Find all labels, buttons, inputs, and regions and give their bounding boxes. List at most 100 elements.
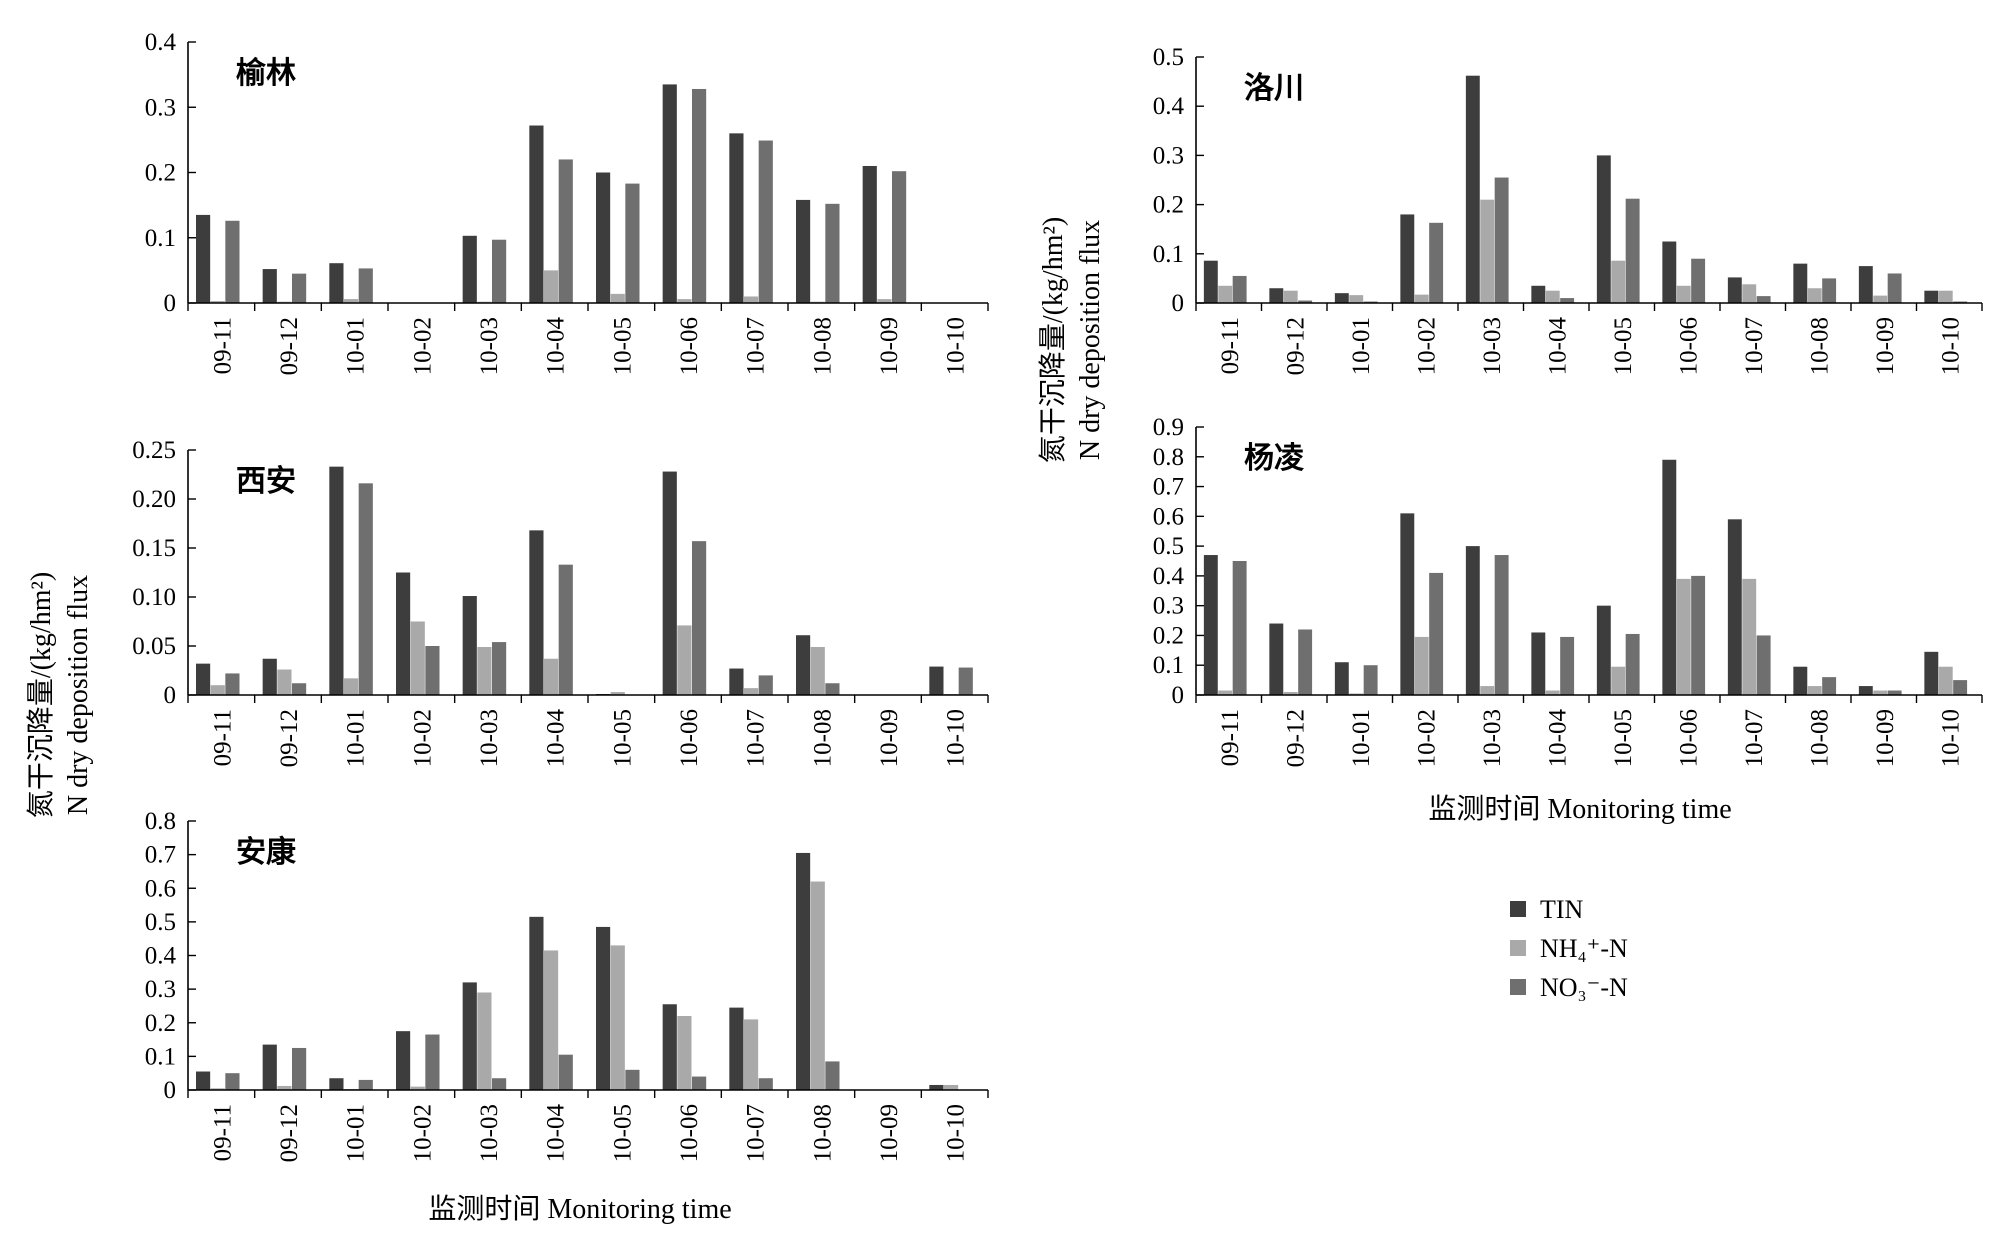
bar-tin-10-02 (1400, 513, 1415, 695)
chart-panel-3: 西安 0 0.05 0.10 0.15 0.20 0.25 09-11 09-12 10-01 10… (132, 437, 989, 767)
y-tick-label: 0 (1172, 290, 1185, 317)
x-tick-label-10-03: 10-03 (1479, 709, 1506, 767)
legend-swatch-nh4 (1510, 940, 1526, 956)
bar-no3-10-06 (692, 1076, 707, 1090)
bar-no3-09-11 (1232, 561, 1247, 695)
x-tick-label-10-01: 10-01 (343, 709, 370, 767)
y-tick-label: 0.8 (1153, 444, 1184, 471)
bar-tin-10-06 (1662, 459, 1677, 695)
panel-title: 杨凌 (1244, 442, 1305, 475)
bar-tin-10-07 (729, 133, 744, 303)
x-tick-label-10-04: 10-04 (543, 1104, 570, 1163)
bar-tin-10-07 (729, 668, 744, 695)
x-tick-label-10-10: 10-10 (943, 1104, 970, 1162)
bar-no3-10-02 (425, 1034, 440, 1090)
bar-tin-10-08 (1793, 263, 1808, 303)
bar-nh4-10-02 (1414, 636, 1429, 695)
x-tick-label-10-02: 10-02 (409, 709, 436, 767)
x-tick-label-10-09: 10-09 (1872, 709, 1899, 767)
y-tick-label: 0.1 (145, 1043, 176, 1070)
legend-label-no3: NO₃⁻-N (1540, 973, 1628, 1002)
bar-no3-10-07 (758, 140, 773, 303)
y-tick-label: 0.4 (145, 943, 177, 970)
y-tick-label: 0.8 (145, 808, 176, 835)
bar-tin-10-02 (396, 1031, 411, 1090)
bar-tin-09-12 (1269, 288, 1284, 303)
bar-tin-10-01 (329, 466, 344, 695)
x-tick-label-10-01: 10-01 (1348, 709, 1375, 767)
bar-nh4-10-06 (677, 299, 692, 303)
bar-nh4-10-10 (1938, 666, 1953, 695)
bar-tin-10-09 (862, 165, 877, 303)
bar-nh4-10-07 (744, 296, 759, 303)
x-tick-label-09-11: 09-11 (209, 1104, 236, 1161)
y-tick-label: 0.10 (132, 584, 176, 611)
bar-tin-10-07 (1727, 519, 1742, 695)
bar-no3-10-02 (1429, 572, 1444, 695)
bar-no3-10-04 (558, 1054, 573, 1090)
bar-tin-09-11 (196, 663, 211, 695)
x-tick-label-10-03: 10-03 (476, 317, 503, 375)
bar-tin-10-02 (1400, 214, 1415, 303)
x-tick-label-09-12: 09-12 (276, 709, 303, 767)
x-tick-label-10-07: 10-07 (743, 317, 770, 375)
bar-no3-10-05 (1625, 198, 1640, 303)
bar-no3-10-07 (1756, 635, 1771, 695)
bar-no3-10-01 (358, 483, 373, 695)
x-tick-label-10-10: 10-10 (943, 317, 970, 375)
bar-tin-10-03 (462, 982, 477, 1090)
bar-nh4-10-08 (810, 881, 825, 1090)
bar-nh4-09-12 (1283, 692, 1298, 695)
x-tick-label-09-12: 09-12 (1282, 709, 1309, 767)
bar-no3-10-02 (425, 646, 440, 695)
x-tick-label-10-09: 10-09 (876, 317, 903, 375)
bar-nh4-10-04 (544, 658, 559, 695)
x-axis-label-right: 监测时间 Monitoring time (1428, 793, 1731, 825)
x-tick-label-10-05: 10-05 (1610, 317, 1637, 375)
bar-nh4-10-03 (1480, 199, 1495, 303)
bar-tin-10-06 (662, 471, 677, 695)
y-axis-label-cn-left: 氮干沉降量/(kg/hm²) (25, 572, 57, 818)
bar-no3-09-11 (225, 220, 240, 303)
bar-no3-10-08 (825, 203, 840, 303)
bar-no3-10-02 (1429, 222, 1444, 303)
chart-panel-2: 洛川 0 0.1 0.2 0.3 0.4 0.5 09-11 09-12 10-01 10-02 10… (1153, 44, 1983, 375)
x-tick-label-10-05: 10-05 (1610, 709, 1637, 767)
y-axis-label-en-right: N dry deposition flux (1075, 220, 1106, 460)
bar-nh4-09-11 (210, 301, 225, 303)
y-tick-label: 0.2 (145, 1010, 176, 1037)
x-tick-label-10-07: 10-07 (743, 1104, 770, 1162)
x-tick-label-10-06: 10-06 (676, 1104, 703, 1162)
y-tick-label: 0.6 (145, 875, 176, 902)
y-tick-label: 0 (164, 1077, 177, 1104)
x-tick-label-10-09: 10-09 (1872, 317, 1899, 375)
bar-nh4-10-03 (1480, 686, 1495, 695)
bar-nh4-09-11 (210, 1088, 225, 1090)
bar-nh4-10-10 (944, 1084, 959, 1090)
bar-tin-10-10 (1924, 651, 1939, 695)
y-tick-label: 0 (1172, 682, 1185, 709)
y-tick-label: 0.4 (1153, 563, 1185, 590)
bar-no3-10-03 (1494, 177, 1509, 303)
bar-tin-09-11 (196, 214, 211, 303)
bar-tin-10-06 (662, 84, 677, 303)
y-tick-label: 0.9 (1153, 414, 1184, 441)
legend-swatch-no3 (1510, 979, 1526, 995)
bar-tin-09-11 (1203, 260, 1218, 303)
bar-nh4-10-03 (477, 646, 492, 695)
bar-no3-10-03 (492, 642, 507, 695)
bar-no3-10-03 (492, 1078, 507, 1090)
bar-no3-10-09 (1887, 690, 1902, 695)
y-tick-label: 0 (164, 682, 177, 709)
x-tick-label-10-03: 10-03 (476, 1104, 503, 1162)
x-tick-label-10-08: 10-08 (1806, 709, 1833, 767)
legend-swatch-tin (1510, 901, 1526, 917)
bar-nh4-10-04 (1545, 690, 1560, 695)
bar-no3-09-12 (1298, 629, 1313, 695)
x-tick-label-09-11: 09-11 (1217, 317, 1244, 374)
y-tick-label: 0.5 (145, 909, 176, 936)
bar-no3-09-12 (292, 1047, 307, 1090)
bar-no3-10-05 (625, 1069, 640, 1090)
panel-title: 榆林 (236, 57, 296, 90)
x-tick-label-10-05: 10-05 (609, 1104, 636, 1162)
